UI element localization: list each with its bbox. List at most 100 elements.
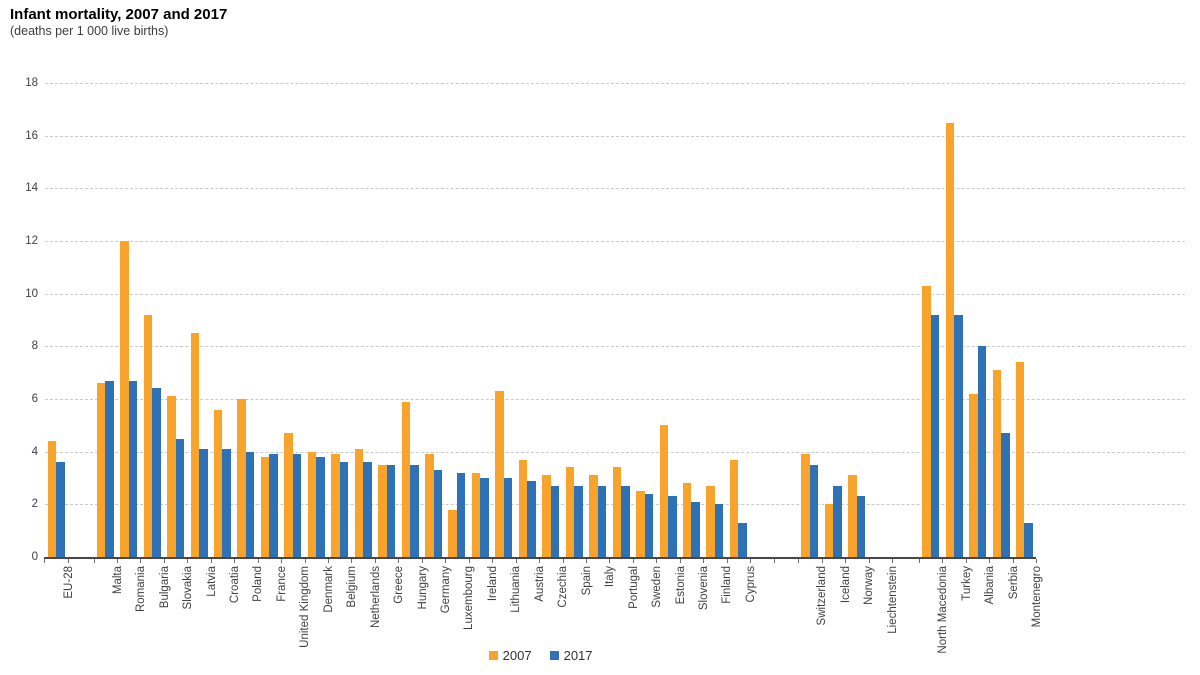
bar-2007-serbia	[992, 370, 1002, 557]
bar-2007-spain	[565, 467, 575, 557]
bar-2007-turkey	[945, 122, 955, 557]
bar-2017-serbia	[1001, 433, 1010, 557]
y-axis-label: 8	[31, 340, 38, 353]
bar-2007-netherlands	[354, 449, 364, 557]
axis-tick	[187, 559, 189, 563]
bar-2017-montenegro	[1024, 522, 1033, 557]
axis-tick	[398, 559, 400, 563]
bar-2007-denmark	[307, 451, 317, 557]
bar-2017-austria	[527, 480, 536, 557]
axis-tick	[140, 559, 142, 563]
axis-tick	[918, 559, 920, 563]
bar-2017-luxembourg	[456, 472, 466, 557]
axis-tick	[234, 559, 236, 563]
gridline	[45, 83, 1185, 84]
bar-2007-hungary	[401, 401, 411, 557]
legend-label-2007: 2007	[502, 648, 532, 663]
bar-2017-croatia	[222, 449, 231, 557]
axis-tick	[257, 559, 259, 563]
axis-tick	[210, 559, 212, 563]
bar-2007-switzerland	[801, 454, 810, 557]
bar-2007-belgium	[331, 454, 340, 557]
bar-2017-malta	[105, 380, 114, 557]
bar-2017-norway	[856, 496, 866, 557]
bar-2017-cyprus	[738, 522, 747, 557]
y-axis-label: 16	[25, 129, 38, 142]
axis-tick	[163, 559, 165, 563]
axis-tick	[445, 559, 447, 563]
axis-tick	[44, 559, 46, 563]
axis-tick	[750, 559, 752, 563]
bar-2007-portugal	[612, 467, 622, 557]
bar-2017-ireland	[480, 478, 489, 557]
axis-tick	[585, 559, 587, 563]
axis-tick	[703, 559, 705, 563]
y-axis-label: 2	[31, 498, 38, 511]
bar-2007-austria	[518, 459, 528, 557]
axis-tick	[468, 559, 470, 563]
y-axis-label: 10	[25, 287, 38, 300]
bar-2007-czechia	[542, 475, 551, 557]
bar-2007-albania	[969, 393, 978, 557]
bar-2017-switzerland	[809, 464, 819, 557]
bar-2007-slovakia	[167, 396, 176, 557]
axis-tick	[539, 559, 541, 563]
bar-2017-netherlands	[363, 462, 372, 557]
bar-2007-luxembourg	[448, 509, 457, 557]
bar-2007-lithuania	[495, 391, 504, 557]
bar-2007-france	[260, 456, 270, 557]
bar-2017-belgium	[339, 462, 349, 557]
gridline	[45, 135, 1185, 137]
bar-2007-latvia	[190, 333, 200, 557]
bar-2007-north-macedonia	[922, 285, 931, 557]
bar-2017-iceland	[833, 485, 842, 557]
gridline	[45, 241, 1185, 242]
axis-tick	[989, 559, 991, 563]
axis-tick	[942, 559, 944, 563]
bar-2017-lithuania	[503, 478, 513, 557]
bar-2017-finland	[714, 504, 724, 557]
bar-2017-eu-28	[56, 462, 65, 557]
axis-tick	[726, 559, 728, 563]
axis-tick	[773, 559, 775, 563]
y-axis-label: 18	[25, 77, 38, 89]
bar-2007-romania	[120, 241, 129, 557]
axis-tick	[328, 559, 330, 563]
bar-2007-cyprus	[729, 459, 739, 557]
legend-item-2017: 2017	[549, 648, 593, 663]
gridline	[45, 399, 1185, 400]
chart-title: Infant mortality, 2007 and 2017	[10, 6, 228, 23]
axis-tick	[891, 559, 893, 563]
bar-2007-croatia	[213, 409, 223, 557]
axis-tick	[492, 559, 494, 563]
bar-2007-italy	[589, 475, 598, 557]
axis-tick	[67, 559, 69, 563]
axis-tick	[821, 559, 823, 563]
bar-2007-germany	[425, 454, 434, 557]
axis-tick	[798, 559, 800, 563]
axis-tick	[93, 559, 95, 563]
bar-2007-malta	[96, 383, 106, 557]
axis-tick	[116, 559, 118, 563]
bar-2017-greece	[386, 464, 396, 557]
legend-label-2017: 2017	[563, 648, 593, 663]
bar-2017-germany	[433, 470, 443, 557]
bar-2007-united-kingdom	[284, 433, 293, 557]
axis-tick	[515, 559, 517, 563]
x-axis-line	[43, 557, 1037, 559]
axis-tick	[351, 559, 353, 563]
axis-tick	[1012, 559, 1014, 563]
bar-2007-ireland	[471, 472, 481, 557]
bar-2007-montenegro	[1015, 362, 1025, 557]
bar-2017-hungary	[410, 464, 419, 557]
axis-tick	[281, 559, 283, 563]
axis-tick	[374, 559, 376, 563]
axis-tick	[609, 559, 611, 563]
y-axis-label: 4	[31, 445, 38, 458]
bar-2017-north-macedonia	[930, 314, 940, 557]
bar-2017-denmark	[316, 456, 325, 557]
axis-tick	[656, 559, 658, 563]
axis-tick	[868, 559, 870, 563]
bar-2017-united-kingdom	[292, 454, 302, 557]
